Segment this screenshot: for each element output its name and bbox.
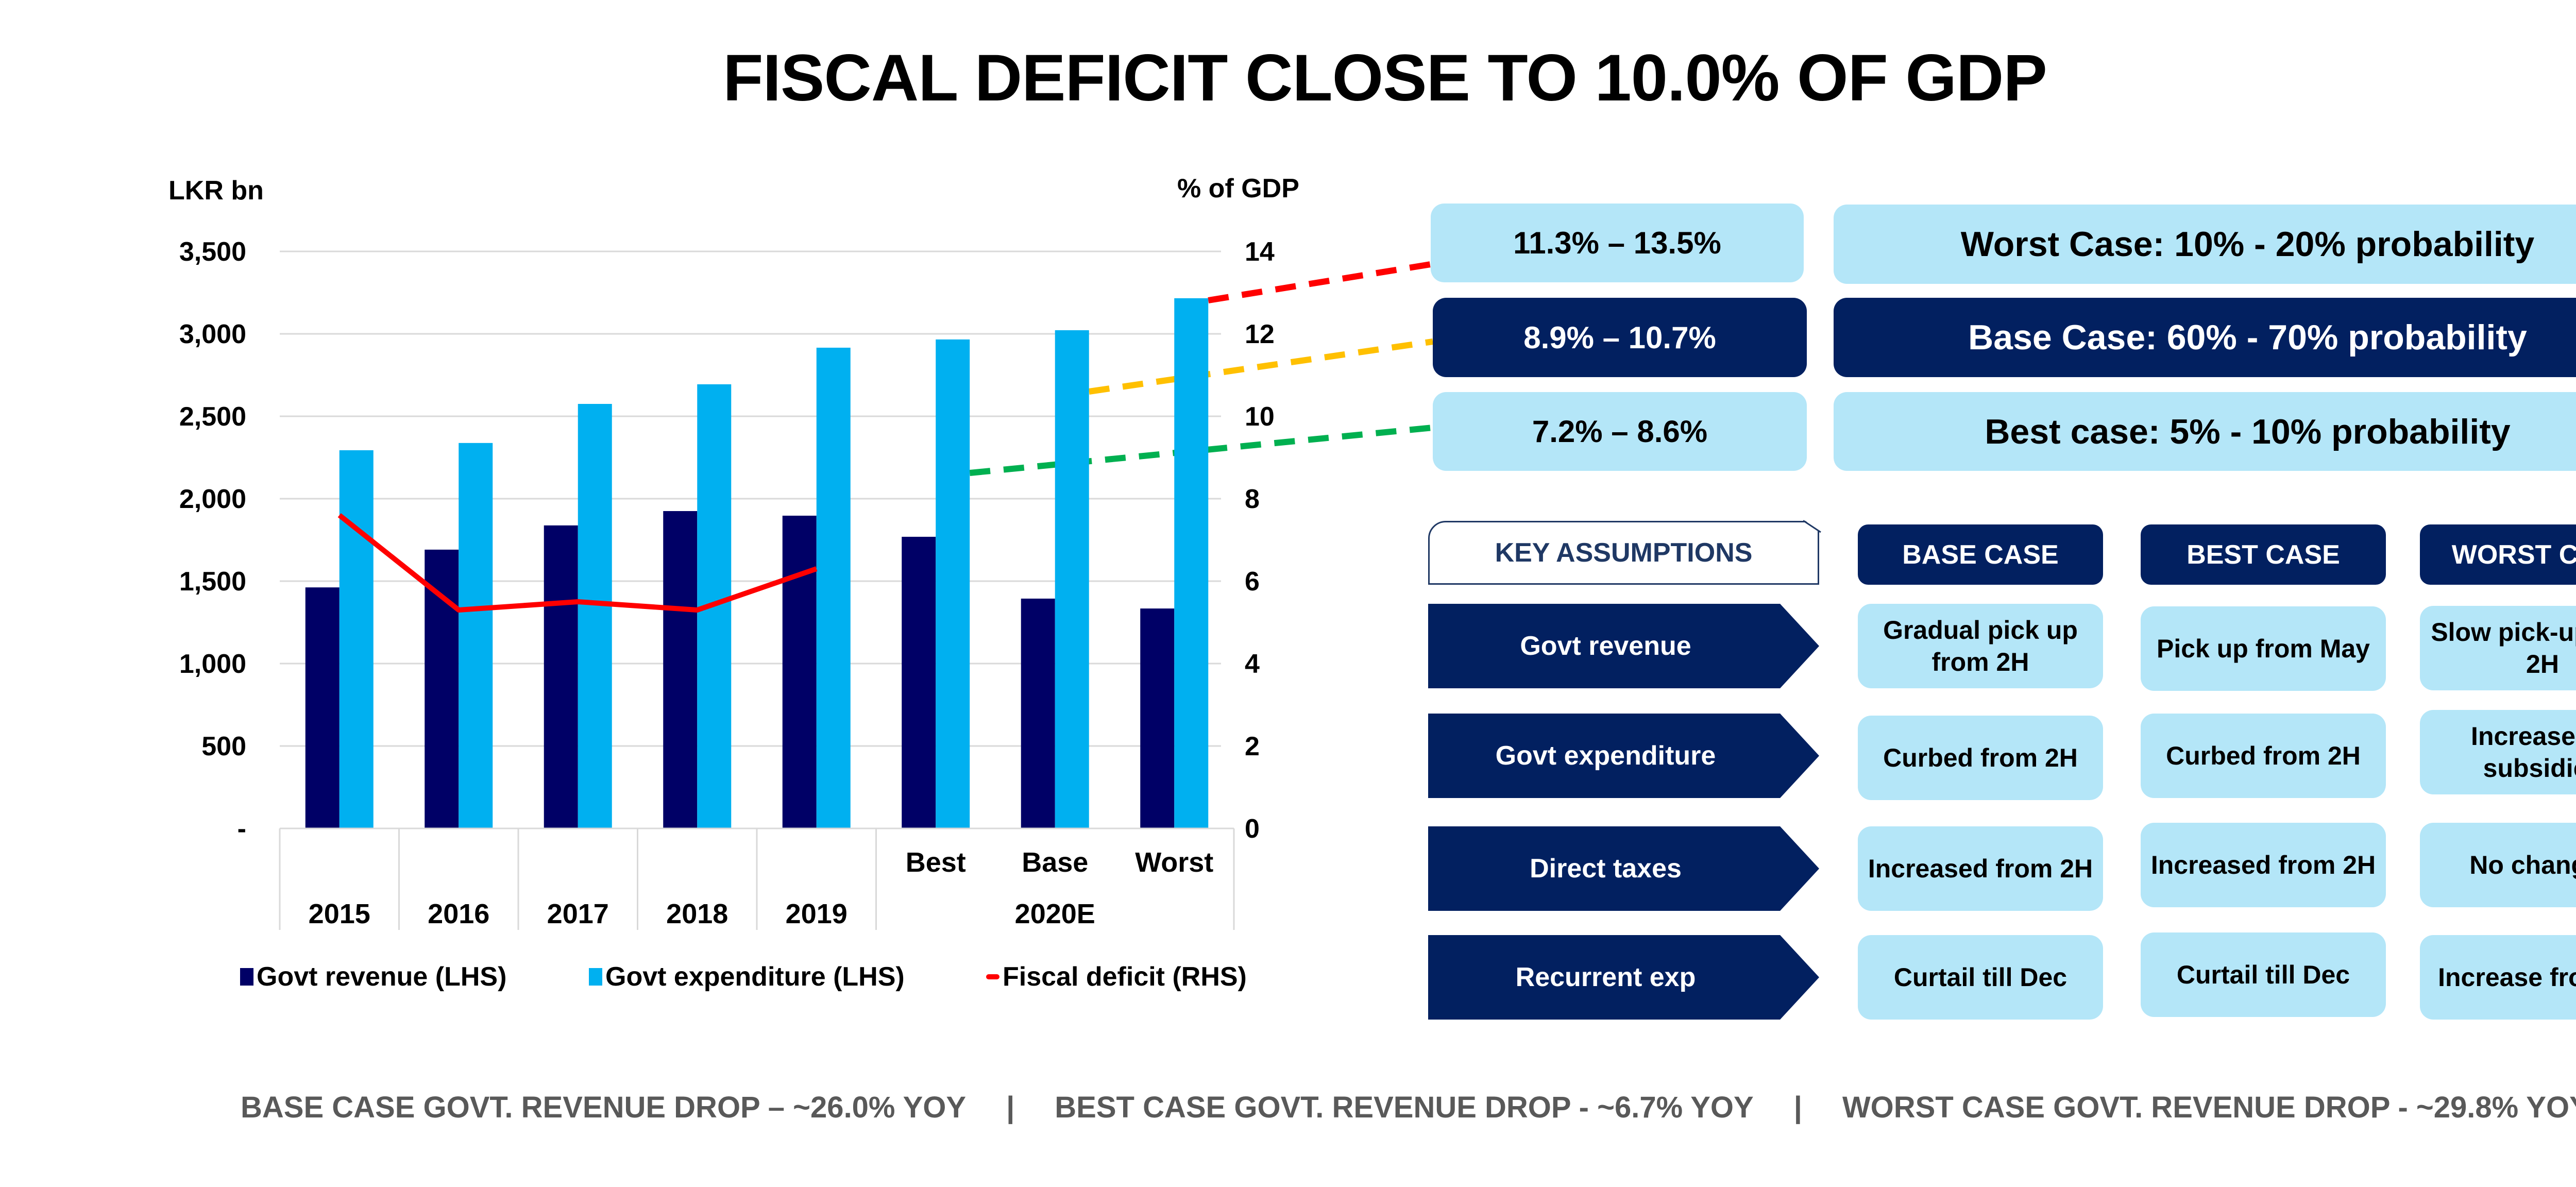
legend-item-revenue: Govt revenue (LHS) [240, 961, 506, 992]
footer-base-case: BASE CASE GOVT. REVENUE DROP – ~26.0% YO… [241, 1091, 967, 1124]
bar-govt-revenue [305, 587, 340, 828]
left-tick-label: 3,500 [179, 237, 246, 267]
cell-taxes-best: Increased from 2H [2141, 823, 2386, 907]
key-assumptions-corner [1803, 520, 1821, 533]
column-header-base: BASE CASE [1858, 524, 2103, 585]
left-tick-label: 1,000 [179, 649, 246, 679]
bars [305, 298, 1209, 828]
bar-govt-revenue [782, 515, 817, 828]
bar-govt-revenue [1140, 608, 1175, 828]
right-axis-title: % of GDP [1177, 174, 1299, 204]
x-group-label: 2019 [786, 898, 848, 929]
axes: - 0 500 2 1,000 4 1,500 6 2,000 8 2,500 10 3,000 12 3,… [179, 237, 1275, 930]
right-tick-label: 6 [1245, 567, 1260, 597]
x-group-label: 2016 [428, 898, 489, 929]
legend-item-expenditure: Govt expenditure (LHS) [589, 961, 905, 992]
cell-recurrent-best: Curtail till Dec [2141, 932, 2386, 1017]
cell-expenditure-base: Curbed from 2H [1858, 716, 2103, 800]
legend-item-deficit: Fiscal deficit (RHS) [986, 961, 1247, 992]
legend-swatch-deficit [986, 974, 999, 979]
worst-range-box: 11.3% – 13.5% [1431, 204, 1804, 282]
cell-recurrent-worst: Increase from 2H [2420, 935, 2576, 1020]
right-tick-label: 12 [1245, 319, 1275, 349]
page-title: FISCAL DEFICIT CLOSE TO 10.0% OF GDP [723, 41, 2047, 115]
footer-separator: | [1793, 1091, 1802, 1124]
cell-revenue-worst: Slow pick-up from 2H [2420, 606, 2576, 690]
bar-govt-expenditure [1174, 298, 1209, 828]
cell-revenue-best: Pick up from May [2141, 606, 2386, 691]
left-tick-label: 500 [201, 732, 246, 761]
cell-expenditure-worst: Increase on subsidies [2420, 710, 2576, 794]
left-tick-label: 1,500 [179, 567, 246, 597]
base-probability-box: Base Case: 60% - 70% probability [1834, 298, 2576, 377]
bar-govt-expenditure [339, 450, 374, 828]
bar-govt-revenue [1021, 598, 1055, 828]
right-tick-label: 0 [1245, 814, 1260, 844]
best-probability-box: Best case: 5% - 10% probability [1834, 392, 2576, 471]
legend-swatch-expenditure [589, 968, 602, 986]
footer-separator: | [1006, 1091, 1015, 1124]
bar-govt-expenditure [816, 347, 851, 828]
footer-worst-case: WORST CASE GOVT. REVENUE DROP - ~29.8% Y… [1842, 1091, 2576, 1124]
base-range-box: 8.9% – 10.7% [1433, 298, 1807, 377]
legend-label: Fiscal deficit (RHS) [1003, 962, 1247, 992]
x-group-label: 2018 [666, 898, 728, 929]
best-range-box: 7.2% – 8.6% [1433, 392, 1807, 471]
worst-probability-box: Worst Case: 10% - 20% probability [1834, 205, 2576, 284]
column-header-worst: WORST CASE [2420, 524, 2576, 585]
right-tick-label: 2 [1245, 732, 1260, 761]
right-tick-label: 8 [1245, 484, 1260, 514]
cell-recurrent-base: Curtail till Dec [1858, 935, 2103, 1020]
x-group-label: 2020E [1015, 898, 1095, 929]
legend-label: Govt revenue (LHS) [257, 962, 507, 992]
left-tick-label: 2,000 [179, 484, 246, 514]
x-sub-label: Base [1022, 847, 1088, 878]
right-tick-label: 10 [1245, 402, 1275, 432]
x-group-label: 2015 [309, 898, 370, 929]
cell-taxes-worst: No changes [2420, 823, 2576, 907]
best-connector-line [969, 425, 1433, 476]
cell-revenue-base: Gradual pick up from 2H [1858, 604, 2103, 688]
base-connector-line [1088, 338, 1433, 395]
x-sub-label: Best [906, 847, 966, 878]
x-sub-label: Worst [1135, 847, 1213, 878]
bar-govt-expenditure [578, 404, 612, 828]
bar-govt-expenditure [936, 339, 970, 828]
left-tick-label: 2,500 [179, 402, 246, 432]
column-header-best: BEST CASE [2141, 524, 2386, 585]
row-label-govt-expenditure: Govt expenditure [1428, 714, 1819, 798]
row-label-recurrent-exp: Recurrent exp [1428, 935, 1819, 1020]
bar-govt-revenue [544, 525, 578, 828]
worst-connector-line [1208, 261, 1431, 303]
bar-govt-revenue [663, 511, 698, 828]
cell-taxes-base: Increased from 2H [1858, 826, 2103, 911]
right-tick-label: 4 [1245, 649, 1260, 679]
deficit-line [337, 513, 818, 613]
left-axis-title: LKR bn [168, 176, 264, 206]
footer-best-case: BEST CASE GOVT. REVENUE DROP - ~6.7% YOY [1055, 1091, 1754, 1124]
left-tick-label: 3,000 [179, 319, 246, 349]
bar-govt-revenue [902, 536, 936, 828]
cell-expenditure-best: Curbed from 2H [2141, 714, 2386, 798]
row-label-direct-taxes: Direct taxes [1428, 826, 1819, 911]
x-group-label: 2017 [547, 898, 609, 929]
row-label-govt-revenue: Govt revenue [1428, 604, 1819, 688]
bar-govt-revenue [425, 549, 459, 828]
right-tick-label: 14 [1245, 237, 1275, 267]
bar-govt-expenditure [459, 443, 493, 828]
left-tick-label: - [238, 814, 246, 844]
legend-swatch-revenue [240, 968, 253, 986]
footer-summary: BASE CASE GOVT. REVENUE DROP – ~26.0% YO… [241, 1090, 2576, 1125]
legend-label: Govt expenditure (LHS) [605, 962, 905, 992]
scenario-connectors [969, 261, 1433, 476]
bar-govt-expenditure [1055, 330, 1089, 828]
key-assumptions-header: KEY ASSUMPTIONS [1428, 521, 1819, 585]
